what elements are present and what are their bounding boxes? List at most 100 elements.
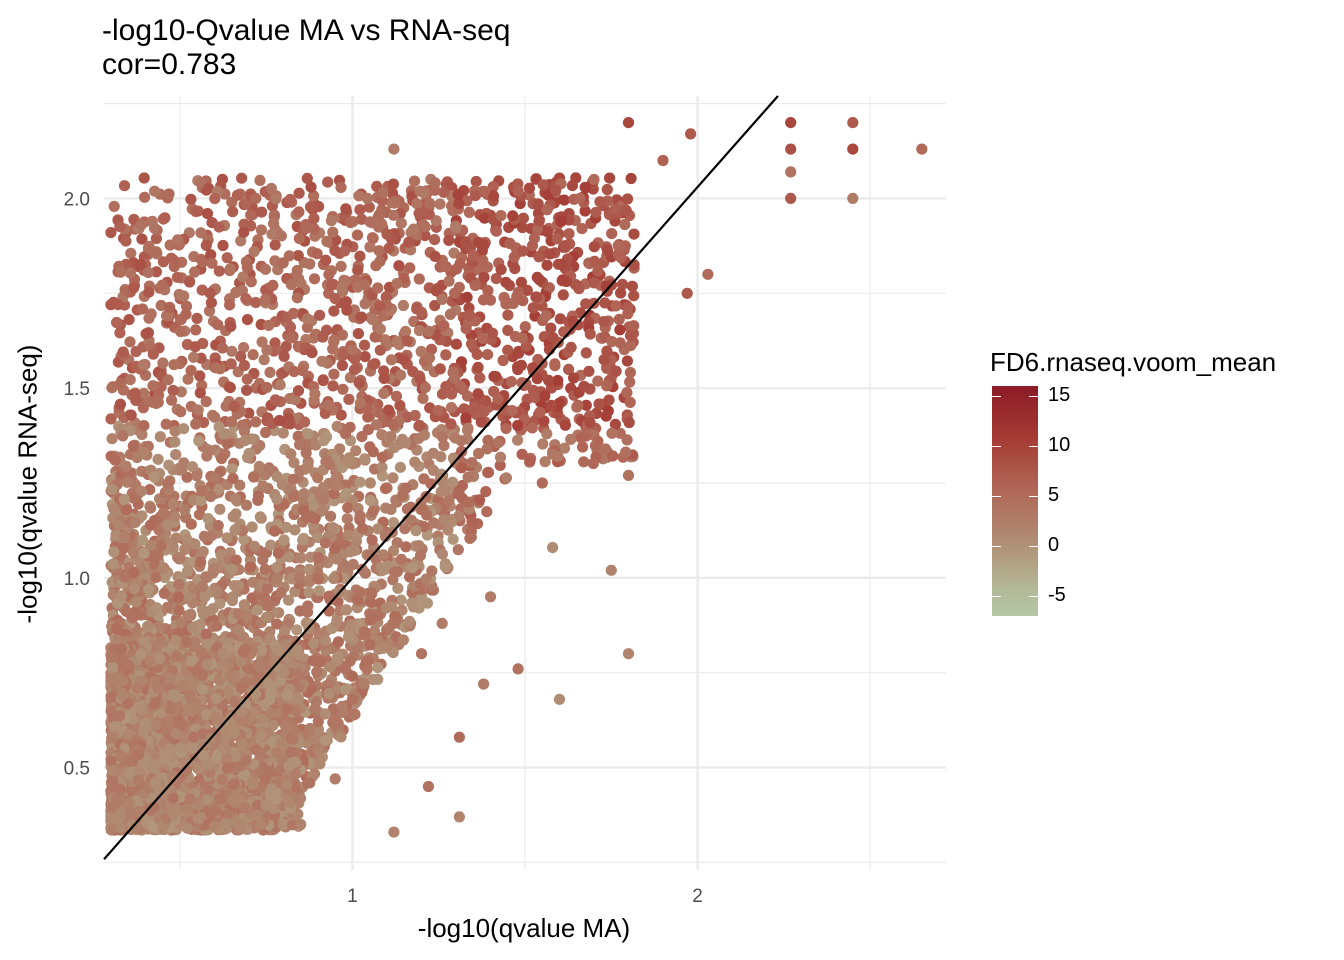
data-point: [150, 232, 162, 245]
data-point: [421, 529, 433, 541]
data-point: [129, 516, 141, 529]
data-point: [569, 278, 582, 291]
data-point: [200, 396, 212, 408]
data-point: [504, 237, 516, 250]
data-point: [119, 531, 131, 543]
data-point: [450, 222, 462, 234]
data-point: [348, 709, 360, 721]
data-point: [261, 611, 273, 623]
data-point: [301, 313, 313, 325]
data-point: [238, 359, 250, 372]
data-point: [453, 198, 465, 210]
data-point: [128, 282, 140, 294]
data-point: [291, 624, 303, 636]
data-point: [392, 582, 404, 594]
data-point: [601, 183, 613, 196]
data-point: [438, 485, 450, 497]
data-point: [380, 602, 392, 614]
data-point: [229, 493, 242, 505]
data-point: [341, 304, 353, 316]
data-point: [367, 446, 379, 458]
data-point: [506, 405, 518, 417]
data-point: [358, 626, 370, 638]
data-point: [269, 525, 281, 537]
data-point: [308, 273, 321, 285]
data-point: [521, 284, 533, 296]
data-point: [372, 643, 385, 655]
data-point: [578, 380, 590, 392]
data-point: [601, 244, 614, 256]
data-point: [214, 598, 226, 610]
data-point: [390, 390, 403, 402]
data-point: [387, 178, 399, 190]
data-point: [358, 339, 371, 351]
data-point: [417, 218, 429, 230]
data-point: [284, 418, 296, 430]
data-point: [241, 261, 253, 274]
data-point: [258, 354, 270, 366]
data-point: [175, 616, 187, 629]
data-point: [395, 217, 407, 229]
data-point: [309, 388, 321, 400]
data-point: [325, 215, 337, 227]
data-point: [115, 377, 127, 389]
data-point: [413, 324, 425, 337]
data-point: [179, 543, 191, 556]
data-point: [200, 571, 212, 583]
data-point: [487, 181, 499, 193]
data-point: [311, 666, 323, 678]
data-point: [379, 334, 391, 346]
data-point: [374, 255, 386, 267]
data-point: [530, 291, 542, 303]
data-point: [336, 700, 348, 712]
data-point: [580, 430, 592, 442]
data-point: [278, 350, 290, 362]
data-point: [313, 627, 325, 640]
data-point: [455, 356, 468, 368]
data-point: [408, 223, 420, 235]
data-point: [285, 332, 298, 344]
data-point: [452, 544, 464, 556]
data-point: [340, 487, 352, 499]
data-point: [339, 684, 351, 696]
data-point: [327, 226, 339, 238]
data-point: [469, 190, 481, 202]
data-point: [269, 239, 281, 251]
data-point: [477, 254, 489, 267]
data-point: [266, 228, 278, 240]
data-point: [313, 201, 325, 213]
data-point: [373, 407, 385, 419]
data-point: [137, 534, 149, 546]
data-point: [300, 511, 313, 523]
data-point: [154, 431, 166, 443]
data-point: [381, 640, 393, 652]
data-point: [579, 205, 591, 217]
data-point: [226, 595, 238, 607]
data-point: [326, 279, 338, 291]
data-point: [199, 590, 211, 603]
data-point: [304, 777, 316, 789]
data-point: [354, 204, 366, 216]
data-point: [414, 185, 426, 197]
data-point: [180, 300, 193, 312]
data-point: [236, 172, 248, 184]
data-point: [216, 452, 228, 465]
data-point: [552, 374, 564, 387]
data-point: [387, 545, 400, 557]
data-point: [148, 222, 160, 234]
data-point: [599, 297, 611, 309]
data-point: [320, 254, 332, 266]
data-point: [394, 399, 406, 412]
data-point: [105, 413, 117, 425]
data-point: [277, 257, 289, 269]
data-point: [142, 327, 154, 339]
data-point: [227, 472, 239, 484]
data-point: [523, 182, 536, 194]
data-point: [191, 470, 203, 482]
data-point: [124, 374, 136, 386]
data-point: [261, 583, 274, 595]
data-point: [500, 472, 512, 484]
data-point: [500, 276, 512, 288]
data-point: [380, 291, 392, 303]
data-point: [271, 573, 283, 585]
